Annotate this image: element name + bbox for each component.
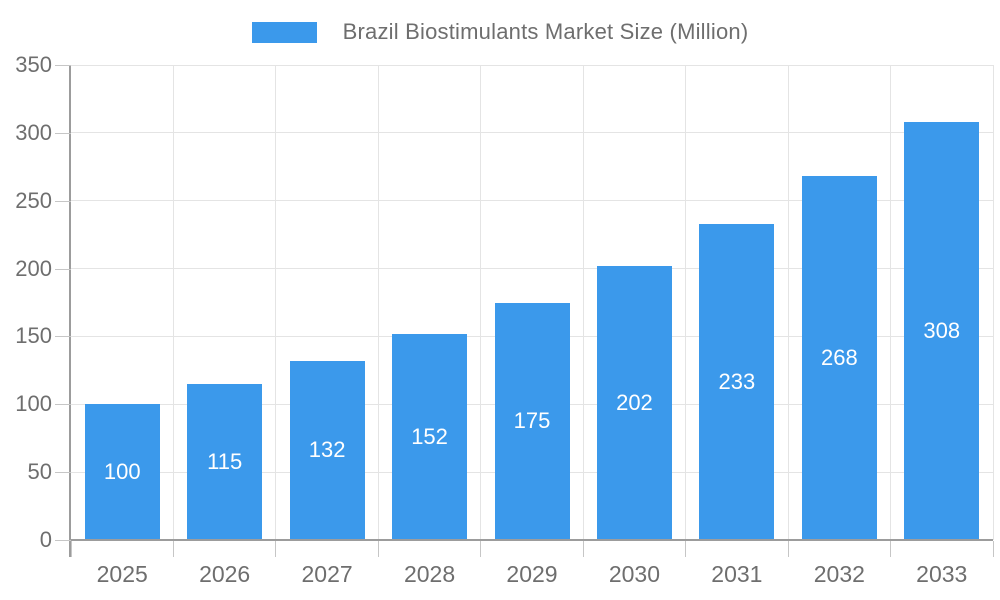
x-tick-label: 2032: [813, 561, 865, 587]
bar[interactable]: 100: [84, 404, 160, 540]
y-tick-label: 250: [15, 187, 52, 213]
x-tick-label: 2031: [711, 561, 763, 587]
bar[interactable]: 152: [392, 333, 468, 540]
gridline-horizontal: [71, 268, 993, 270]
x-tick-label: 2025: [96, 561, 148, 587]
y-axis-tick: [55, 200, 71, 202]
x-tick-label: 2028: [403, 561, 456, 587]
gridline-horizontal: [71, 200, 993, 202]
y-axis-tick: [55, 132, 71, 134]
bar[interactable]: 132: [289, 360, 365, 540]
bar-value-label: 202: [616, 389, 653, 415]
x-tick-label: 2029: [506, 561, 558, 587]
y-axis-line: [69, 65, 71, 557]
plot-area: 100 115 132 152 175 202 233 268 308: [71, 64, 994, 540]
x-axis-line: [69, 539, 993, 541]
x-axis-tick: [480, 541, 482, 557]
x-axis-tick: [787, 541, 789, 557]
bar[interactable]: 308: [904, 122, 980, 540]
y-axis-tick: [55, 65, 71, 66]
y-tick-label: 350: [15, 52, 52, 77]
y-tick-label: 200: [15, 255, 52, 281]
bar-value-label: 175: [513, 408, 551, 434]
y-axis-tick: [55, 268, 71, 270]
gridline-vertical: [172, 65, 174, 540]
bar-value-label: 132: [308, 437, 346, 463]
gridline-vertical: [480, 65, 482, 540]
y-axis-tick: [55, 540, 71, 541]
bar-value-label: 268: [820, 345, 858, 371]
x-axis-tick: [582, 541, 584, 557]
bar[interactable]: 115: [187, 383, 263, 540]
x-axis-tick: [890, 541, 892, 557]
gridline-vertical: [890, 65, 892, 540]
x-axis-tick: [377, 541, 379, 557]
y-tick-label: 100: [15, 391, 52, 417]
y-axis-tick: [55, 472, 71, 474]
y-tick-label: 0: [39, 527, 52, 552]
y-axis-tick: [55, 404, 71, 406]
gridline-horizontal: [71, 132, 993, 134]
gridline-vertical: [275, 65, 277, 540]
x-axis-tick: [992, 541, 994, 557]
bar-value-label: 115: [207, 448, 243, 474]
y-tick-label: 300: [15, 119, 52, 145]
legend-label: Brazil Biostimulants Market Size (Millio…: [342, 19, 749, 44]
y-tick-label: 50: [27, 459, 52, 485]
x-tick-label: 2030: [608, 561, 661, 587]
gridline-vertical: [787, 65, 789, 540]
bar[interactable]: 202: [596, 265, 672, 540]
bar-value-label: 233: [718, 368, 756, 394]
bar-value-label: 100: [103, 459, 141, 485]
bar[interactable]: 175: [494, 302, 570, 540]
y-tick-label: 150: [15, 323, 52, 349]
x-tick-label: 2033: [916, 561, 968, 587]
gridline-vertical: [377, 65, 379, 540]
bar-value-label: 308: [923, 318, 961, 343]
gridline-vertical: [685, 65, 687, 540]
gridline-horizontal: [71, 64, 993, 66]
legend[interactable]: Brazil Biostimulants Market Size (Millio…: [0, 19, 1000, 45]
x-axis-tick: [172, 541, 174, 557]
x-tick-label: 2026: [199, 561, 251, 587]
gridline-vertical: [582, 65, 584, 540]
x-axis-tick: [685, 541, 687, 557]
gridline-vertical: [992, 65, 994, 540]
x-axis-tick: [275, 541, 277, 557]
x-tick-label: 2027: [301, 561, 353, 587]
bar[interactable]: 233: [699, 223, 775, 540]
bar-value-label: 152: [411, 423, 448, 449]
legend-swatch: [251, 21, 317, 43]
bar[interactable]: 268: [801, 176, 877, 540]
x-axis-tick: [70, 541, 72, 557]
y-axis-tick: [55, 336, 71, 338]
